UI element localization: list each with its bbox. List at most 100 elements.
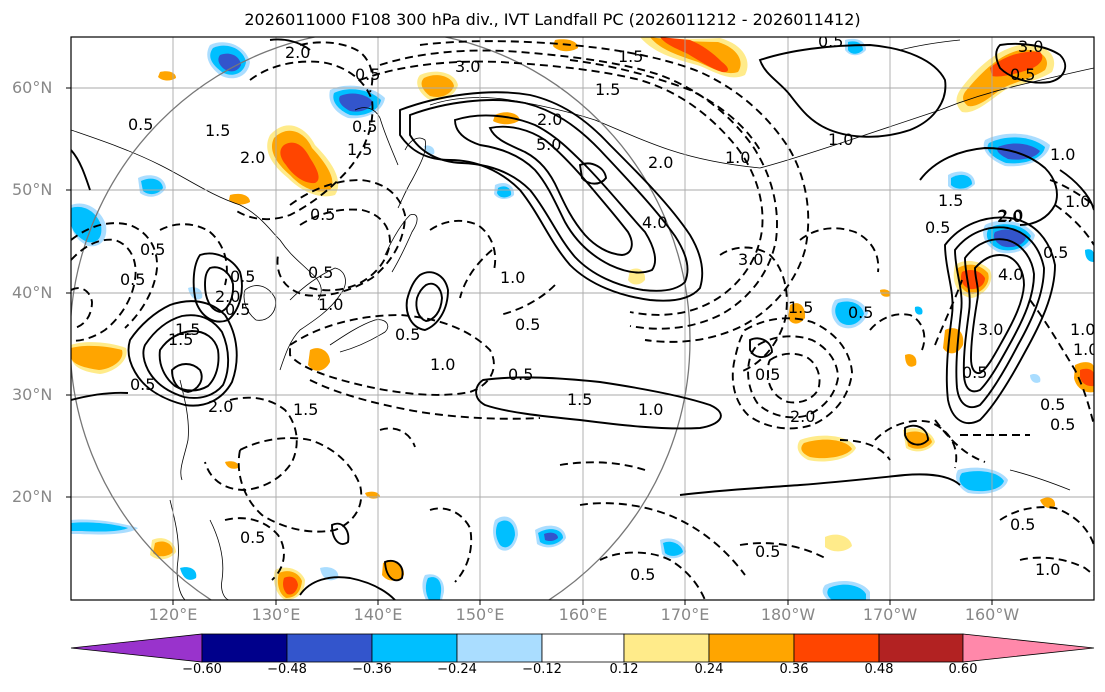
figure-title: 2026011000 F108 300 hPa div., IVT Landfa… (244, 10, 861, 29)
contour-label: 1.5 (168, 330, 193, 349)
lon-label: 140°E (353, 605, 403, 624)
contour-label: 0.5 (352, 117, 377, 136)
colorbar-segment (70, 633, 203, 663)
contour-label: 3.0 (738, 250, 763, 269)
contour-label: 1.0 (500, 268, 525, 287)
dashed-contours (71, 40, 1094, 600)
contour-label: 0.5 (1010, 65, 1035, 84)
contour-label: 1.0 (1073, 340, 1098, 359)
contour-label: 1.0 (430, 355, 455, 374)
colorbar-segment (793, 633, 880, 663)
contour-label: 3.0 (978, 320, 1003, 339)
colorbar-segment (456, 633, 543, 663)
lon-label: 170°E (660, 605, 710, 624)
lat-label: 60°N (12, 78, 53, 97)
contour-label: 4.0 (642, 213, 667, 232)
colorbar (70, 633, 1095, 663)
contour-label: 0.5 (1040, 395, 1065, 414)
colorbar-segment (371, 633, 458, 663)
lat-label: 20°N (12, 487, 53, 506)
contour-label: 0.5 (240, 528, 265, 547)
colorbar-label: 0.24 (694, 662, 724, 677)
contour-label: 1.5 (595, 80, 620, 99)
negative-divergence-shading (71, 38, 1094, 600)
colorbar-label: 0.60 (948, 662, 978, 677)
lat-label: 30°N (12, 385, 53, 404)
contour-label: 0.5 (310, 205, 335, 224)
contour-label: 1.0 (1070, 320, 1095, 339)
contour-label: 1.5 (175, 320, 200, 339)
contour-label: 1.0 (638, 400, 663, 419)
colorbar-segment (541, 633, 625, 663)
colorbar-label: −0.24 (437, 662, 477, 677)
lon-label: 160°E (558, 605, 608, 624)
tick-marks (66, 87, 993, 605)
contour-label: 1.5 (618, 47, 643, 66)
contour-label: 0.5 (962, 363, 987, 382)
lon-label: 160°W (964, 605, 1020, 624)
contour-label: 1.5 (205, 121, 230, 140)
colorbar-label: −0.48 (267, 662, 307, 677)
coastlines (71, 39, 1094, 600)
colorbar-label: −0.12 (522, 662, 562, 677)
contour-label: 2.0 (648, 153, 673, 172)
contour-labels: 2.0 1.5 0.5 3.0 3.0 0.5 1.5 0.5 2.0 0.5 … (120, 32, 1098, 584)
contour-label: 0.5 (818, 32, 843, 51)
contour-label: 1.0 (1035, 560, 1060, 579)
contour-label: 1.0 (1065, 192, 1090, 211)
colorbar-label: −0.60 (182, 662, 222, 677)
lat-label: 50°N (12, 180, 53, 199)
contour-label: 0.5 (1050, 415, 1075, 434)
contour-label: 1.0 (1050, 145, 1075, 164)
contour-label: 0.5 (130, 375, 155, 394)
contour-label: 1.0 (318, 295, 343, 314)
contour-label: 0.5 (395, 325, 420, 344)
contour-label: 0.5 (755, 542, 780, 561)
contour-label: 3.0 (455, 57, 480, 76)
contour-label: 3.0 (1018, 37, 1043, 56)
contour-label: 0.5 (755, 365, 780, 384)
contour-label: 1.0 (828, 130, 853, 149)
lat-label: 40°N (12, 283, 53, 302)
contour-label: 0.5 (128, 115, 153, 134)
contour-label: 0.5 (515, 315, 540, 334)
map-plot-area: 2.0 1.5 0.5 3.0 3.0 0.5 1.5 0.5 2.0 0.5 … (71, 32, 1098, 600)
colorbar-segment (708, 633, 795, 663)
contour-label: 5.0 (536, 135, 561, 154)
contour-label: 0.5 (1010, 515, 1035, 534)
contour-label: 0.5 (848, 303, 873, 322)
contour-label: 2.0 (537, 110, 562, 129)
colorbar-label: 0.12 (609, 662, 639, 677)
contour-label: 4.0 (998, 265, 1023, 284)
lon-label: 150°E (455, 605, 505, 624)
contour-label: 1.5 (347, 140, 372, 159)
contour-label: 0.5 (308, 263, 333, 282)
colorbar-segment (623, 633, 710, 663)
contour-label: 1.0 (725, 148, 750, 167)
contour-label: 1.5 (788, 298, 813, 317)
colorbar-segment (878, 633, 964, 663)
lon-label: 170°W (862, 605, 918, 624)
colorbar-label: 0.48 (864, 662, 894, 677)
contour-label: 1.5 (938, 191, 963, 210)
colorbar-segment (201, 633, 288, 663)
contour-label: 2.0 (215, 287, 240, 306)
contour-label: 2.0 (285, 43, 310, 62)
contour-label: 2.0 (208, 397, 233, 416)
contour-label: 2.0 (240, 148, 265, 167)
solid-contours (71, 38, 1094, 600)
colorbar-segment (962, 633, 1095, 663)
contour-label: 0.5 (225, 300, 250, 319)
colorbar-label: −0.36 (352, 662, 392, 677)
contour-label: 0.5 (140, 240, 165, 259)
contour-label: 2.0 (997, 207, 1022, 226)
contour-label: 0.5 (925, 218, 950, 237)
contour-label: 0.5 (230, 267, 255, 286)
contour-label: 2.0 (790, 407, 815, 426)
lon-label: 120°E (148, 605, 198, 624)
contour-label: 1.5 (293, 400, 318, 419)
contour-label: 0.5 (120, 270, 145, 289)
contour-label: 0.5 (508, 365, 533, 384)
colorbar-label: 0.36 (779, 662, 809, 677)
